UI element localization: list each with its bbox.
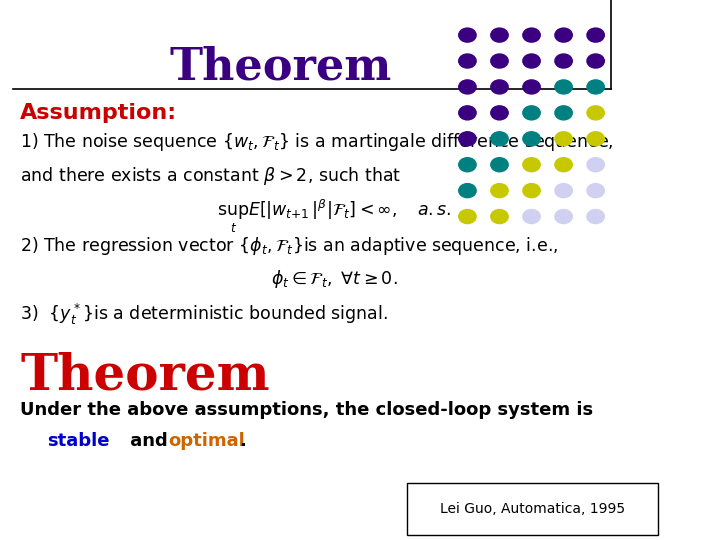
Circle shape: [555, 210, 572, 224]
FancyBboxPatch shape: [408, 483, 658, 535]
Circle shape: [555, 28, 572, 42]
Circle shape: [459, 210, 476, 224]
Circle shape: [491, 210, 508, 224]
Circle shape: [587, 28, 604, 42]
Circle shape: [491, 184, 508, 198]
Circle shape: [523, 184, 540, 198]
Text: Assumption:: Assumption:: [20, 103, 177, 123]
Text: 1) The noise sequence {$w_t, \mathcal{F}_t$} is a martingale difference sequence: 1) The noise sequence {$w_t, \mathcal{F}…: [20, 131, 613, 153]
Circle shape: [523, 28, 540, 42]
Circle shape: [587, 184, 604, 198]
Circle shape: [555, 158, 572, 172]
Circle shape: [459, 132, 476, 146]
Text: $\phi_t \in \mathcal{F}_t, \ \forall t \geq 0.$: $\phi_t \in \mathcal{F}_t, \ \forall t \…: [271, 268, 397, 291]
Circle shape: [459, 80, 476, 94]
Circle shape: [491, 80, 508, 94]
Circle shape: [491, 158, 508, 172]
Circle shape: [459, 54, 476, 68]
Circle shape: [523, 158, 540, 172]
Circle shape: [491, 28, 508, 42]
Circle shape: [555, 132, 572, 146]
Circle shape: [491, 132, 508, 146]
Circle shape: [459, 158, 476, 172]
Text: and there exists a constant $\beta > 2$, such that: and there exists a constant $\beta > 2$,…: [20, 165, 401, 187]
Circle shape: [523, 80, 540, 94]
Text: 2) The regression vector $\{\phi_t, \mathcal{F}_t\}$is an adaptive sequence, i.e: 2) The regression vector $\{\phi_t, \mat…: [20, 235, 558, 257]
Circle shape: [555, 106, 572, 120]
Text: optimal: optimal: [168, 432, 245, 450]
Circle shape: [587, 210, 604, 224]
Text: Theorem: Theorem: [20, 351, 270, 400]
Circle shape: [523, 132, 540, 146]
Circle shape: [523, 106, 540, 120]
Circle shape: [491, 54, 508, 68]
Circle shape: [555, 54, 572, 68]
Text: 3)  $\{y_t^*\}$is a deterministic bounded signal.: 3) $\{y_t^*\}$is a deterministic bounded…: [20, 302, 387, 327]
Circle shape: [587, 106, 604, 120]
Text: Theorem: Theorem: [169, 46, 392, 89]
Text: .: .: [239, 432, 246, 450]
Circle shape: [587, 54, 604, 68]
Text: Lei Guo, Automatica, 1995: Lei Guo, Automatica, 1995: [440, 502, 625, 516]
Circle shape: [459, 106, 476, 120]
Circle shape: [587, 158, 604, 172]
Circle shape: [555, 80, 572, 94]
Circle shape: [459, 184, 476, 198]
Circle shape: [523, 210, 540, 224]
Text: stable: stable: [47, 432, 109, 450]
Circle shape: [523, 54, 540, 68]
Circle shape: [491, 106, 508, 120]
Text: Under the above assumptions, the closed-loop system is: Under the above assumptions, the closed-…: [20, 401, 593, 418]
Text: and: and: [124, 432, 174, 450]
Circle shape: [459, 28, 476, 42]
Circle shape: [587, 80, 604, 94]
Circle shape: [587, 132, 604, 146]
Circle shape: [555, 184, 572, 198]
Text: $\sup_t E[|w_{t+1}|^{\beta}|\mathcal{F}_t] < \infty, \quad a.s.$: $\sup_t E[|w_{t+1}|^{\beta}|\mathcal{F}_…: [217, 198, 451, 235]
